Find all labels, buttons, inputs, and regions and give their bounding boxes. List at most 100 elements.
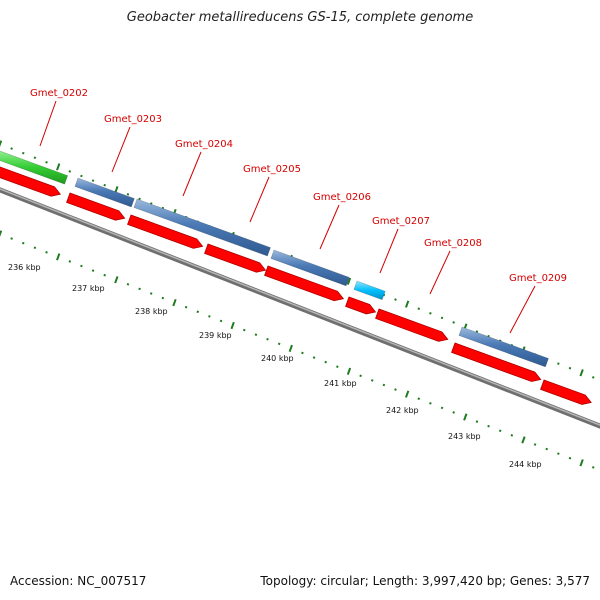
gene-track-tick <box>91 179 95 182</box>
cds-arrow <box>451 342 542 382</box>
scale-tick <box>21 241 25 245</box>
scale-tick <box>312 356 316 359</box>
scale-tick <box>288 344 293 353</box>
gene-track-tick <box>33 156 37 160</box>
scale-tick <box>498 429 502 433</box>
scale-tick <box>254 333 258 336</box>
gene-leader-line <box>111 126 131 173</box>
gene-bar-gmet-0204 <box>133 198 271 257</box>
gene-label: Gmet_0206 <box>313 192 371 203</box>
scale-tick <box>417 397 421 400</box>
gene-bar-gmet-0209 <box>458 326 549 368</box>
scale-tick <box>452 411 455 414</box>
gene-track-tick <box>452 321 455 324</box>
gene-track-tick <box>56 163 61 171</box>
scale-tick <box>591 466 595 469</box>
scale-tick <box>103 273 106 277</box>
gene-leader-line <box>182 151 202 197</box>
scale-tick <box>243 328 246 332</box>
scale-tick <box>91 269 95 272</box>
accession-text: Accession: NC_007517 <box>10 574 147 588</box>
scale-tick <box>172 298 177 307</box>
cds-arrow <box>375 308 449 342</box>
scale-tick <box>463 413 468 421</box>
scale-tick <box>521 436 526 444</box>
gene-label: Gmet_0202 <box>30 88 88 99</box>
scale-tick <box>114 276 119 284</box>
scale-tick <box>161 296 165 300</box>
scale-tick <box>336 365 339 368</box>
scale-label: 244 kbp <box>509 460 542 469</box>
scale-tick <box>533 443 537 446</box>
scale-tick <box>196 310 200 314</box>
gene-leader-line <box>249 176 270 223</box>
gene-label: Gmet_0209 <box>509 273 567 284</box>
scale-tick <box>346 367 352 375</box>
scale-tick <box>138 287 141 291</box>
gene-track-tick <box>568 366 572 370</box>
scale-tick <box>568 456 572 460</box>
gene-leader-line <box>429 250 451 295</box>
scale-label: 240 kbp <box>261 354 294 363</box>
gene-track-tick <box>557 362 560 365</box>
gene-bar-gmet-0205 <box>270 249 350 287</box>
scale-tick <box>10 237 13 240</box>
gene-label: Gmet_0204 <box>175 139 233 150</box>
scale-tick <box>45 251 48 254</box>
gene-track-tick <box>394 298 397 301</box>
scale-tick <box>545 447 549 451</box>
scale-label: 243 kbp <box>448 432 481 441</box>
cds-arrow <box>0 166 62 197</box>
map-title: Geobacter metallireducens GS-15, complet… <box>126 10 474 25</box>
cds-arrow <box>540 379 592 405</box>
scale-tick <box>0 230 3 237</box>
scale-label: 237 kbp <box>72 284 105 293</box>
scale-tick <box>440 406 444 410</box>
gene-track-tick <box>405 300 410 308</box>
scale-tick <box>429 402 432 405</box>
gene-leader-line <box>39 100 57 147</box>
gene-bar-green <box>0 150 69 185</box>
gene-track-tick <box>0 140 3 147</box>
gene-track-tick <box>440 316 444 320</box>
gene-track-tick <box>126 193 130 196</box>
scale-label: 236 kbp <box>8 263 41 272</box>
gene-track-tick <box>417 307 421 310</box>
cds-arrow <box>345 296 377 315</box>
scale-label: 242 kbp <box>386 406 419 415</box>
gene-track-tick <box>45 161 48 164</box>
gene-label: Gmet_0207 <box>372 216 430 227</box>
scale-tick <box>510 434 514 437</box>
gene-label: Gmet_0208 <box>424 238 482 249</box>
gene-label: Gmet_0205 <box>243 164 301 175</box>
backbone-highlight <box>0 188 600 426</box>
gene-track-tick <box>21 151 25 155</box>
scale-tick <box>33 246 37 250</box>
scale-tick <box>80 264 83 268</box>
scale-tick <box>184 305 188 309</box>
scale-tick <box>579 459 584 467</box>
genome-summary-text: Topology: circular; Length: 3,997,420 bp… <box>260 574 590 588</box>
scale-tick <box>126 283 130 286</box>
backbone-line <box>0 187 600 429</box>
scale-tick <box>487 424 490 428</box>
scale-tick <box>394 388 397 391</box>
scale-tick <box>370 379 374 382</box>
scale-tick <box>405 390 410 398</box>
scale-label: 241 kbp <box>324 379 357 388</box>
gene-track-tick <box>103 183 106 187</box>
gene-track-tick <box>579 369 584 377</box>
scale-label: 239 kbp <box>199 331 232 340</box>
scale-tick <box>324 360 327 364</box>
gene-track-tick <box>475 330 479 333</box>
gene-track-tick <box>10 147 13 150</box>
scale-tick <box>266 337 269 341</box>
scale-tick <box>56 253 61 261</box>
scale-tick <box>277 342 281 346</box>
gene-bar-gmet-0207 <box>353 280 386 301</box>
gene-track-tick <box>80 174 83 178</box>
cds-arrow <box>264 265 345 302</box>
scale-tick <box>208 315 211 318</box>
cds-arrow <box>127 214 204 249</box>
scale-label: 238 kbp <box>135 307 168 316</box>
